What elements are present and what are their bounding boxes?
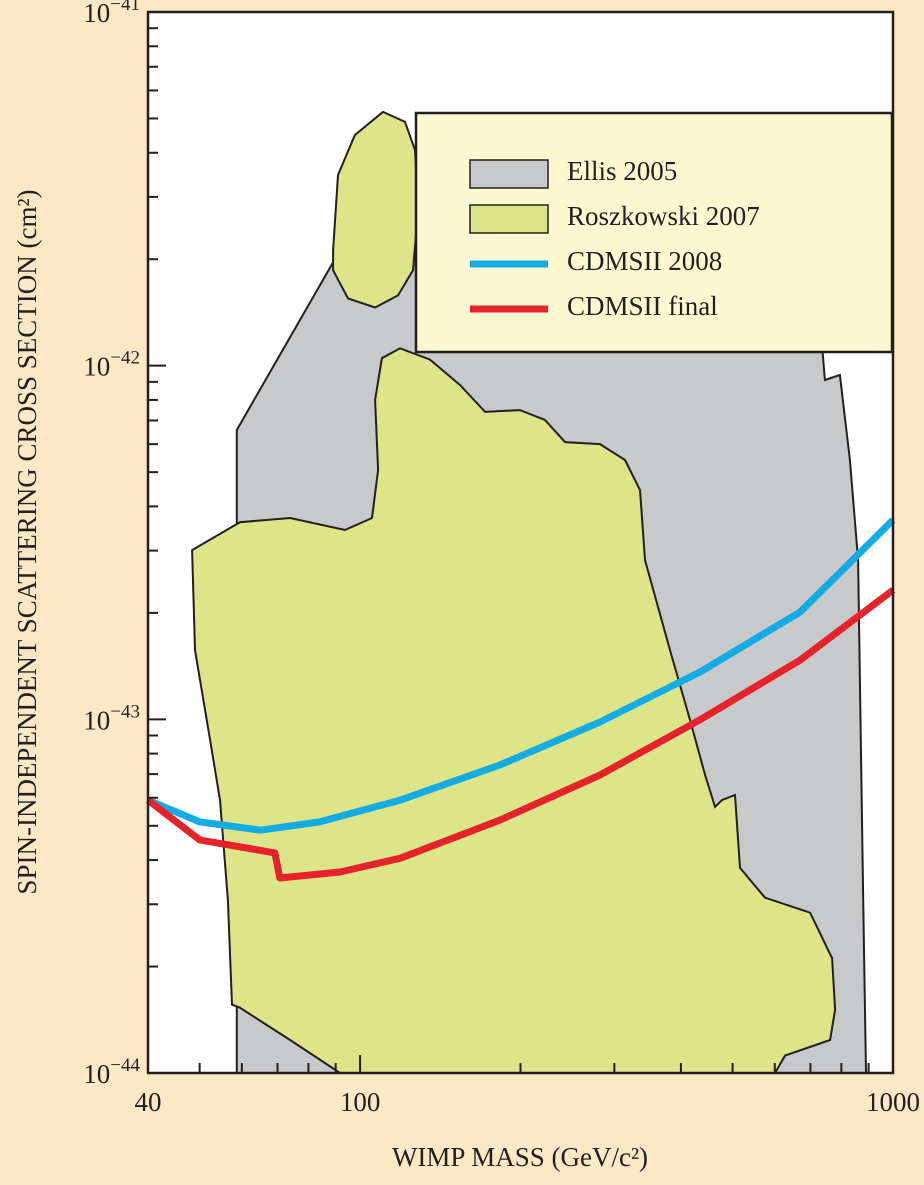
x-tick-label: 1000 — [866, 1087, 920, 1117]
legend-swatch — [469, 159, 549, 189]
region — [191, 347, 837, 1074]
y-tick-base: 10 — [83, 705, 110, 735]
x-tick-label: 100 — [340, 1087, 381, 1117]
legend-label: CDMSII 2008 — [567, 246, 722, 276]
legend-label: Roszkowski 2007 — [567, 201, 760, 231]
x-axis-label: WIMP MASS (GeV/c²) — [392, 1142, 648, 1172]
y-tick-base: 10 — [83, 1059, 110, 1089]
y-tick-base: 10 — [83, 352, 110, 382]
y-tick-label: 10−42 — [83, 348, 140, 382]
y-tick-base: 10 — [83, 0, 110, 28]
line — [146, 517, 896, 834]
y-tick-exponent: −44 — [110, 1055, 140, 1076]
legend: Ellis 2005 Roszkowski 2007 CDMSII 2008 CDMS… — [414, 111, 894, 354]
legend-label: Ellis 2005 — [567, 156, 677, 186]
regions — [191, 110, 868, 1074]
x-tick-label: 40 — [135, 1087, 162, 1117]
y-tick-exponent: −41 — [110, 0, 140, 15]
y-tick-label: 10−43 — [83, 701, 140, 735]
y-tick-label: 10−44 — [83, 1055, 140, 1089]
y-tick-exponent: −42 — [110, 348, 140, 369]
y-tick-exponent: −43 — [110, 701, 140, 722]
legend-label: CDMSII final — [567, 291, 718, 321]
line — [145, 587, 896, 882]
lines — [145, 517, 896, 882]
legend-swatch — [469, 204, 549, 234]
y-tick-label: 10−41 — [83, 0, 140, 28]
y-axis-label: SPIN-INDEPENDENT SCATTERING CROSS SECTIO… — [12, 189, 42, 894]
